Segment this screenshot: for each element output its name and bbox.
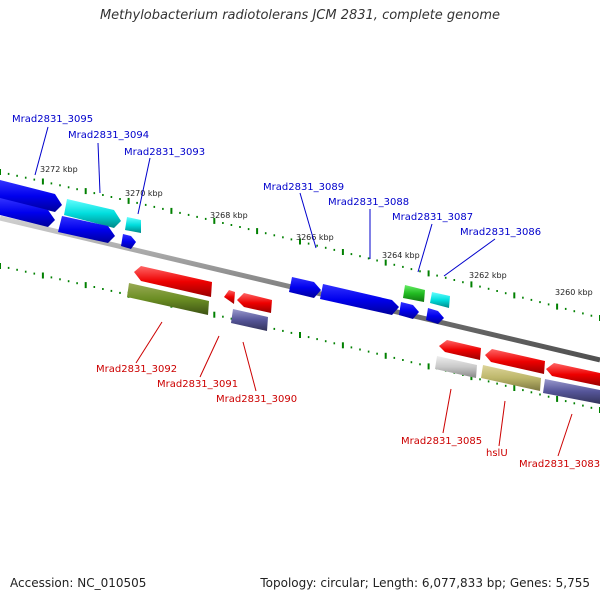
leader-line	[299, 192, 317, 249]
scale-label: 3260 kbp	[555, 288, 593, 297]
leader-line	[417, 223, 433, 273]
leader-line	[137, 157, 151, 215]
gene-label[interactable]: Mrad2831_3088	[328, 197, 409, 208]
gene-label[interactable]: Mrad2831_3089	[263, 182, 344, 193]
leader-line	[242, 341, 257, 392]
gene-arrow[interactable]	[426, 308, 444, 324]
gene-label[interactable]: Mrad2831_3085	[401, 436, 482, 447]
leader-line	[442, 388, 452, 434]
leader-line	[557, 413, 573, 457]
leader-line	[498, 400, 506, 447]
scale-labels: 3272 kbp 3270 kbp 3268 kbp 3266 kbp 3264…	[40, 165, 593, 297]
reverse-strand-genes	[127, 266, 600, 404]
gene-arrow[interactable]	[0, 198, 55, 227]
gene-label[interactable]: Mrad2831_3086	[460, 227, 541, 238]
gene-arrow[interactable]	[125, 217, 141, 233]
scale-label: 3262 kbp	[469, 271, 507, 280]
gene-arrow[interactable]	[134, 266, 212, 297]
gene-arrow[interactable]	[543, 379, 600, 404]
forward-gene-labels: Mrad2831_3095 Mrad2831_3094 Mrad2831_309…	[12, 114, 541, 238]
gene-arrow[interactable]	[121, 234, 136, 249]
gene-arrow[interactable]	[485, 349, 545, 374]
gene-arrow[interactable]	[289, 277, 321, 298]
gene-arrow[interactable]	[320, 284, 399, 315]
gene-label[interactable]: Mrad2831_3087	[392, 212, 473, 223]
scale-label: 3264 kbp	[382, 251, 420, 260]
gene-label[interactable]: hslU	[486, 448, 508, 459]
gene-label[interactable]: Mrad2831_3093	[124, 147, 205, 158]
leader-line	[443, 238, 496, 277]
gene-label[interactable]: Mrad2831_3091	[157, 379, 238, 390]
gene-label[interactable]: Mrad2831_3092	[96, 364, 177, 375]
scale-label: 3266 kbp	[296, 233, 334, 242]
gene-arrow[interactable]	[231, 309, 268, 331]
gene-arrow[interactable]	[58, 216, 115, 243]
label-leader-lines	[34, 126, 573, 457]
gene-arrow[interactable]	[0, 180, 62, 212]
gene-arrow[interactable]	[237, 293, 272, 313]
scale-label: 3270 kbp	[125, 189, 163, 198]
gene-arrow[interactable]	[64, 199, 121, 228]
leader-line	[135, 321, 163, 364]
accession-text: Accession: NC_010505	[10, 576, 147, 590]
scale-label: 3272 kbp	[40, 165, 78, 174]
gene-arrow[interactable]	[546, 363, 600, 386]
leader-line	[97, 142, 101, 194]
genome-summary-text: Topology: circular; Length: 6,077,833 bp…	[260, 576, 590, 590]
gene-arrow[interactable]	[399, 302, 419, 319]
genome-title: Methylobacterium radiotolerans JCM 2831,…	[99, 8, 501, 23]
reverse-gene-labels: Mrad2831_3092 Mrad2831_3091 Mrad2831_309…	[96, 364, 600, 470]
gene-label[interactable]: Mrad2831_3094	[68, 130, 149, 141]
forward-strand-genes	[0, 180, 450, 324]
leader-line	[199, 335, 220, 378]
gene-label[interactable]: Mrad2831_3083	[519, 459, 600, 470]
gene-arrow[interactable]	[430, 292, 450, 308]
gene-label[interactable]: Mrad2831_3090	[216, 394, 297, 405]
gene-arrow[interactable]	[439, 340, 481, 360]
gene-arrow[interactable]	[224, 290, 235, 304]
gene-arrow[interactable]	[127, 283, 209, 315]
gene-label[interactable]: Mrad2831_3095	[12, 114, 93, 125]
leader-line	[34, 126, 49, 176]
gene-arrow[interactable]	[481, 365, 541, 391]
scale-ticks-outer	[0, 169, 600, 321]
scale-label: 3268 kbp	[210, 211, 248, 220]
gene-arrow[interactable]	[435, 356, 477, 378]
gene-arrow[interactable]	[403, 285, 425, 302]
